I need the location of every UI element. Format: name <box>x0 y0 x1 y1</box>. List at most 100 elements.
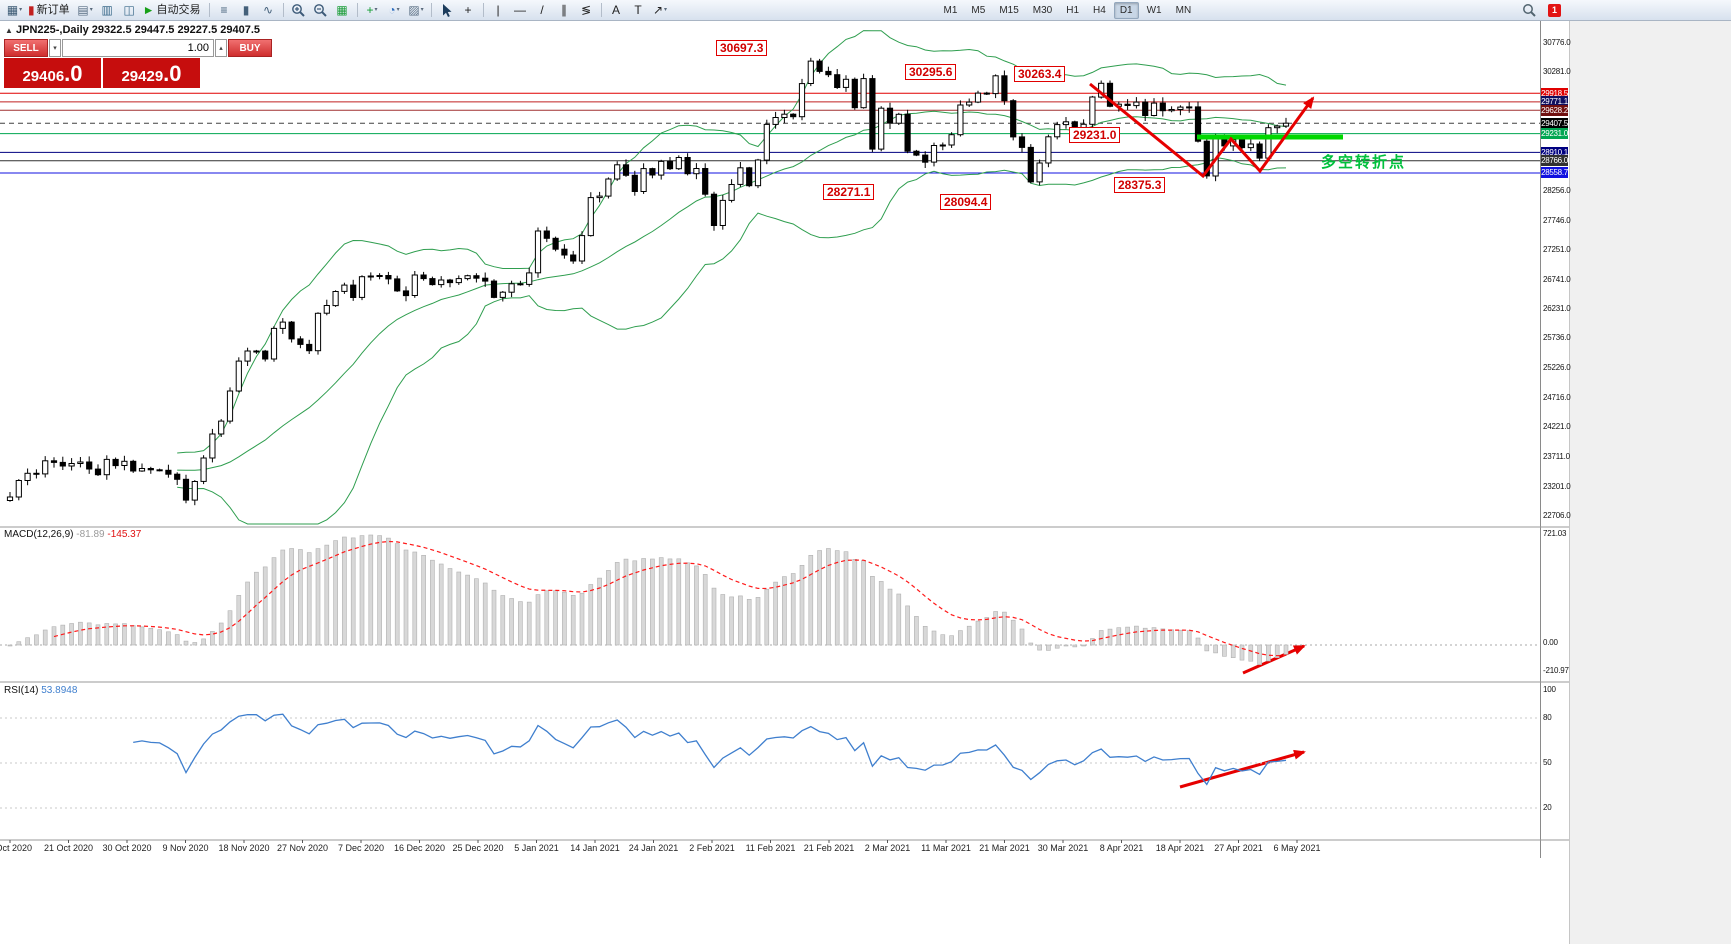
candlestick-type-icon-glyph: ▮ <box>242 2 250 17</box>
volume-up-button[interactable]: ▴ <box>215 39 227 57</box>
timeframe-m1[interactable]: M1 <box>943 4 958 16</box>
timeframe-mn[interactable]: MN <box>1175 4 1192 16</box>
data-window-icon[interactable]: ◫ <box>119 1 140 20</box>
line-chart-type-icon[interactable]: ∿ <box>258 1 279 20</box>
price-annotation[interactable]: 28375.3 <box>1114 177 1166 193</box>
zoom-out-icon[interactable] <box>310 1 331 20</box>
timeframe-m15[interactable]: M15 <box>999 4 1019 16</box>
date-axis-label: 2 Feb 2021 <box>689 843 735 853</box>
timeframe-w1[interactable]: W1 <box>1146 4 1162 16</box>
price-axis-tag: 29628.2 <box>1541 104 1568 116</box>
dropdown-caret-icon: ▾ <box>374 6 378 13</box>
workspace-background <box>1569 21 1731 944</box>
buy-price-display[interactable]: 29429.0 <box>103 58 200 88</box>
collapse-triangle-icon[interactable]: ▲ <box>5 26 13 35</box>
candlestick-type-icon[interactable]: ▮ <box>236 1 257 20</box>
search-icon[interactable] <box>1519 1 1540 20</box>
date-axis-label: 14 Jan 2021 <box>570 843 620 853</box>
periods-icon[interactable]: ◔ ▾ <box>384 1 405 20</box>
bar-chart-type-icon[interactable]: ≡ <box>214 1 235 20</box>
cursor-icon[interactable] <box>436 1 457 20</box>
text-icon[interactable]: A <box>606 1 627 20</box>
date-axis-label: 18 Nov 2020 <box>218 843 270 853</box>
bar-chart-type-icon-glyph: ≡ <box>220 2 228 17</box>
sell-button[interactable]: SELL <box>4 39 48 57</box>
macd-label: MACD(12,26,9) -81.89 -145.37 <box>4 529 141 540</box>
price-axis-label: 28256.0 <box>1543 185 1571 195</box>
auto-trading-button-label: 自动交易 <box>156 3 201 16</box>
date-axis-label: 24 Jan 2021 <box>628 843 679 853</box>
price-annotation[interactable]: 28271.1 <box>823 184 875 200</box>
macd-signal-value: -145.37 <box>107 529 142 540</box>
new-order-button-label: 新订单 <box>36 3 70 16</box>
price-axis-label: 26741.0 <box>1543 274 1571 284</box>
macd-axis-label: -210.97 <box>1543 666 1569 675</box>
fibonacci-icon-glyph: ≶ <box>580 2 592 17</box>
date-axis-label: 25 Dec 2020 <box>452 843 504 853</box>
date-axis-label: 2 Oct 2020 <box>0 843 33 853</box>
new-chart-icon[interactable]: ▦ ▾ <box>4 1 25 20</box>
market-watch-icon-glyph: ▥ <box>101 2 113 17</box>
zoom-in-icon[interactable] <box>288 1 309 20</box>
price-annotation[interactable]: 30697.3 <box>716 40 768 56</box>
price-axis-label: 30281.0 <box>1543 67 1571 76</box>
dropdown-caret-icon: ▾ <box>420 6 424 13</box>
market-watch-icon[interactable]: ▥ <box>97 1 118 20</box>
indicators-icon-glyph: + <box>366 2 374 17</box>
trendline-icon[interactable]: / <box>532 1 553 20</box>
timeframe-d1[interactable]: D1 <box>1113 1 1139 19</box>
arrow-objects-icon[interactable]: ↗ ▾ <box>650 1 671 20</box>
macd-axis-label: 721.03 <box>1543 529 1567 538</box>
templates-icon[interactable]: ▨ ▾ <box>406 1 427 20</box>
price-axis-tag: 29771.1 <box>1541 96 1568 108</box>
fibonacci-icon[interactable]: ≶ <box>576 1 597 20</box>
volume-input[interactable] <box>62 39 214 57</box>
sell-price-display[interactable]: 29406.0 <box>4 58 101 88</box>
buy-button[interactable]: BUY <box>228 39 272 57</box>
trend-arrows[interactable] <box>1089 82 1315 789</box>
date-axis-label: 16 Dec 2020 <box>393 843 446 853</box>
dropdown-caret-icon: ▾ <box>89 6 93 13</box>
price-axis-tag: 29231.0 <box>1541 128 1568 140</box>
toolbar-separator <box>600 3 602 17</box>
price-axis-label: 30776.0 <box>1543 38 1571 47</box>
indicators-icon[interactable]: + ▾ <box>362 1 383 20</box>
dropdown-caret-icon: ▾ <box>664 6 668 13</box>
price-axis-label: 25736.0 <box>1543 333 1571 343</box>
volume-down-button[interactable]: ▾ <box>49 39 61 57</box>
new-order-button[interactable]: ▮ 新订单 <box>26 1 74 20</box>
date-axis-label: 21 Mar 2021 <box>979 843 1030 853</box>
auto-trading-button-glyph: ► <box>142 2 155 17</box>
date-axis-label: 30 Oct 2020 <box>102 843 152 853</box>
timeframe-h4[interactable]: H4 <box>1093 4 1106 16</box>
chart-title-text: JPN225-,Daily 29322.5 29447.5 29227.5 29… <box>15 24 261 36</box>
price-annotation[interactable]: 29231.0 <box>1069 127 1121 143</box>
price-axis-label: 25226.0 <box>1543 363 1571 373</box>
new-chart-icon-glyph: ▦ <box>6 2 19 17</box>
crosshair-icon[interactable]: + <box>458 1 479 20</box>
vertical-line-icon[interactable]: | <box>488 1 509 20</box>
horizontal-line-icon[interactable]: — <box>510 1 531 20</box>
price-annotation[interactable]: 28094.4 <box>940 194 992 210</box>
date-axis-label: 11 Mar 2021 <box>921 843 971 853</box>
channel-icon[interactable]: ∥ <box>554 1 575 20</box>
channel-icon-glyph: ∥ <box>561 2 567 17</box>
horizontal-price-lines[interactable] <box>0 92 1540 174</box>
price-axis-label: 22706.0 <box>1543 511 1571 520</box>
price-annotation[interactable]: 30295.6 <box>905 64 957 80</box>
notification-badge[interactable]: 1 <box>1547 3 1561 17</box>
price-axis-tag: 29407.5 <box>1541 117 1568 129</box>
buy-price-big: .0 <box>163 61 182 86</box>
price-annotation[interactable]: 30263.4 <box>1014 66 1066 82</box>
timeframe-h1[interactable]: H1 <box>1066 4 1080 16</box>
tile-windows-icon[interactable]: ▦ <box>332 1 353 20</box>
auto-trading-button[interactable]: ► 自动交易 <box>141 1 205 20</box>
macd-value: -81.89 <box>76 529 105 540</box>
text-label-icon[interactable]: T <box>628 1 649 20</box>
timeframe-m5[interactable]: M5 <box>971 4 986 16</box>
rsi-level-lines <box>0 717 1540 809</box>
timeframe-m30[interactable]: M30 <box>1032 4 1053 16</box>
chart-profiles-icon[interactable]: ▤ ▾ <box>75 1 96 20</box>
trendline-icon-glyph: / <box>540 2 544 17</box>
